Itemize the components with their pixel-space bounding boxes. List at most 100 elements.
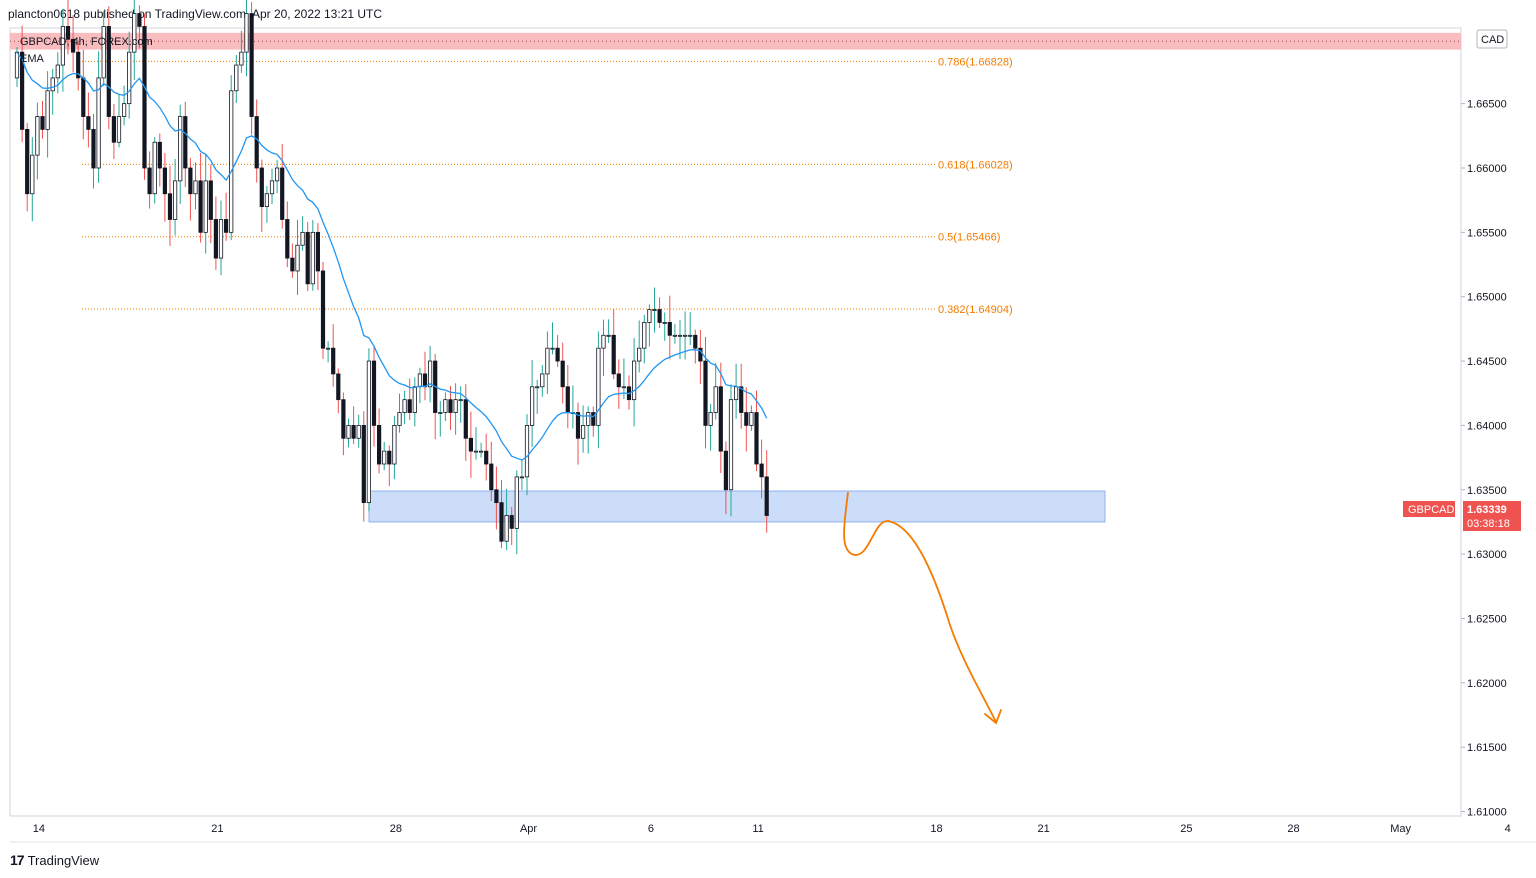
legend: GBPCAD, 4h, FOREX.com EMA [20, 36, 153, 65]
currency-label: CAD [1481, 34, 1504, 46]
candle [208, 180, 213, 220]
candle [81, 77, 86, 117]
candle [19, 51, 25, 130]
currency-badge [1476, 29, 1508, 49]
candle [693, 334, 698, 349]
y-tick-label: 1.66000 [1467, 163, 1507, 175]
candle [305, 231, 310, 285]
chart-frame [9, 27, 1536, 843]
candle [310, 231, 315, 285]
candle [494, 489, 499, 504]
candle [254, 116, 259, 169]
y-tick-label: 1.66500 [1467, 99, 1507, 111]
candle [458, 399, 463, 402]
candle [137, 13, 142, 27]
candle [234, 64, 239, 92]
candle [193, 180, 198, 195]
candle [336, 373, 341, 401]
candle [361, 424, 366, 504]
candle [642, 322, 647, 349]
candle [489, 463, 494, 491]
fib-label: 0.786(1.66828) [938, 56, 1013, 68]
time-axis[interactable]: 14 21 28 Apr 6 11 18 21 25 28 May 4 [33, 823, 1511, 835]
y-tick-label: 1.61500 [1467, 742, 1507, 754]
candle [764, 476, 769, 516]
ema-layer [16, 51, 768, 461]
candle [698, 347, 703, 362]
x-tick-label: 21 [211, 823, 223, 835]
candle [315, 231, 321, 272]
candle [540, 373, 545, 388]
projection-arrow-layer [843, 491, 1002, 725]
candle [723, 450, 729, 491]
projection-arrowhead [984, 709, 1002, 725]
candle [285, 219, 290, 259]
x-tick-label: 28 [390, 823, 402, 835]
candles [14, 0, 769, 555]
y-tick-label: 1.63000 [1467, 549, 1507, 561]
candle [662, 322, 667, 324]
x-tick-label: 6 [648, 823, 654, 835]
candle [596, 347, 601, 426]
resistance-zone [10, 32, 1461, 50]
candle [71, 38, 76, 53]
candle [341, 399, 346, 439]
candle [50, 77, 55, 92]
candle [91, 128, 96, 169]
candle [356, 424, 361, 439]
publisher-line: plancton0618 published on TradingView.co… [8, 7, 383, 21]
last-price-value: 1.63339 [1467, 504, 1507, 516]
candle [382, 450, 387, 465]
candle [575, 412, 581, 439]
support-zone [368, 490, 1106, 523]
footer-brand[interactable]: 17 TradingView [10, 852, 99, 868]
candle [346, 424, 351, 439]
candle [524, 424, 530, 478]
candle [157, 141, 162, 169]
candle [672, 334, 678, 337]
candle [438, 412, 443, 414]
indicator-legend[interactable]: EMA [20, 53, 45, 65]
candle [106, 26, 111, 117]
candle [601, 334, 606, 349]
candle [218, 219, 224, 259]
y-tick-label: 1.63500 [1467, 485, 1507, 497]
candle [443, 399, 448, 413]
candle [484, 450, 489, 465]
candle [35, 116, 40, 156]
candle [611, 334, 616, 375]
candle [351, 424, 356, 439]
candle [188, 167, 193, 195]
candle [376, 424, 382, 465]
candle [407, 399, 412, 413]
candle [325, 347, 331, 350]
candle [621, 386, 627, 389]
y-tick-label: 1.64500 [1467, 356, 1507, 368]
candle [606, 334, 611, 337]
candle [683, 334, 688, 337]
candle [478, 450, 484, 453]
candle [535, 386, 540, 389]
candle [397, 412, 402, 426]
candle [290, 257, 295, 272]
candle [739, 386, 744, 413]
last-price-symbol: GBPCAD [1408, 504, 1455, 516]
candle [632, 360, 637, 401]
candle [101, 26, 106, 79]
candle [331, 347, 336, 375]
candle [504, 515, 509, 542]
candle [734, 386, 739, 401]
candle [514, 476, 519, 529]
candle [259, 167, 264, 208]
candle [586, 412, 591, 426]
candle [269, 180, 275, 195]
x-tick-label: 21 [1038, 823, 1050, 835]
y-tick-label: 1.65500 [1467, 227, 1507, 239]
price-axis[interactable]: 1.66500 1.66000 1.65500 1.65000 1.64500 1.640… [1403, 29, 1521, 819]
candle [616, 373, 621, 388]
symbol-legend[interactable]: GBPCAD, 4h, FOREX.com [20, 36, 153, 48]
candle [688, 334, 693, 337]
candle [555, 347, 560, 362]
candle [545, 347, 550, 375]
